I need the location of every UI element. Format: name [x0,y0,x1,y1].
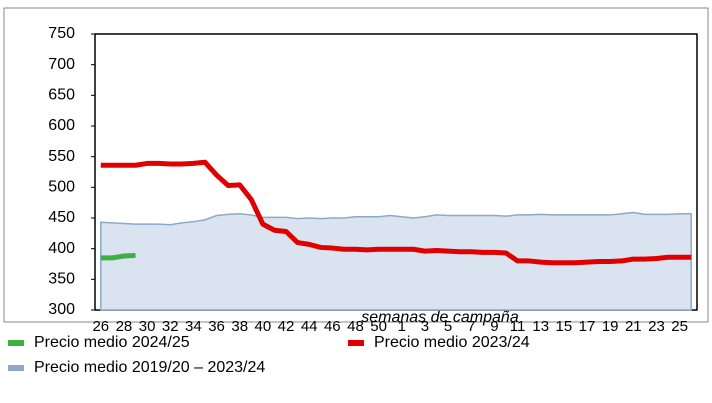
x-axis-label: semanas de campaña [361,309,519,326]
x-tick-label: 15 [556,318,573,335]
x-tick-label: 48 [347,318,364,335]
x-tick-label: 36 [208,318,225,335]
x-tick-label: 46 [324,318,341,335]
x-tick-label: 1 [398,318,406,335]
x-tick-label: 40 [255,318,272,335]
y-tick-label: 500 [48,179,75,196]
x-tick-label: 28 [116,318,133,335]
legend-label: Precio medio 2019/20 – 2023/24 [34,359,265,376]
y-tick-label: 750 [48,25,75,42]
x-tick-label: 11 [510,318,526,335]
y-tick-label: 600 [48,117,75,134]
x-tick-label: 44 [301,318,318,335]
x-tick-label: 7 [467,318,475,335]
x-tick-label: 34 [185,318,202,335]
x-tick-label: 32 [162,318,179,335]
x-tick-label: 9 [490,318,498,335]
x-tick-label: 30 [139,318,156,335]
y-tick-label: 400 [48,240,75,257]
x-tick-label: 26 [92,318,109,335]
x-tick-label: 25 [671,318,688,335]
x-tick-label: 13 [532,318,549,335]
y-tick-label: 300 [48,301,75,318]
y-tick-label: 650 [48,87,75,104]
line [100,159,692,266]
x-tick-label: 50 [370,318,387,335]
x-tick-label: 19 [602,318,619,335]
legend-swatch [8,365,24,371]
x-tick-label: 21 [625,318,642,335]
x-tick-label: 17 [579,318,596,335]
legend-swatch [348,340,364,346]
x-tick-label: 5 [444,318,452,335]
y-tick-label: 700 [48,56,75,73]
y-tick-label: 550 [48,148,75,165]
legend-label: Precio medio 2024/25 [34,334,190,351]
area [100,211,692,311]
x-tick-label: 3 [421,318,429,335]
x-tick-label: 42 [278,318,295,335]
x-tick-label: 38 [231,318,248,335]
chart-frame [3,7,709,323]
y-tick-label: 450 [48,209,75,226]
legend-label: Precio medio 2023/24 [374,334,530,351]
legend-swatch [8,340,24,346]
line [100,252,136,261]
x-tick-label: 23 [648,318,665,335]
y-tick-label: 350 [48,271,75,288]
